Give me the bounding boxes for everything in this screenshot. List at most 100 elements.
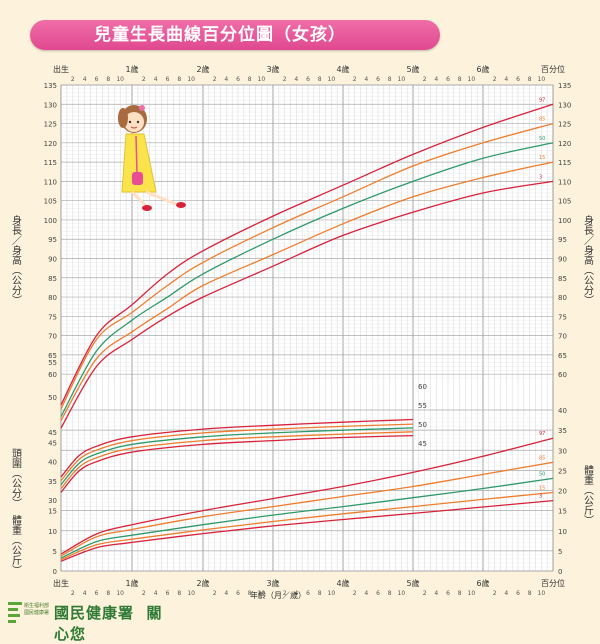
height-tick-label: 100	[558, 217, 571, 225]
age-label: 4歲	[336, 578, 349, 588]
month-tick-label: 4	[504, 590, 508, 597]
month-tick-label: 10	[398, 76, 406, 83]
height-tick-label: 125	[558, 121, 571, 129]
weight-tick-label: 5	[53, 548, 57, 556]
month-tick-label: 4	[504, 76, 508, 83]
weight-line-p97	[60, 437, 554, 555]
height-tick-label: 130	[558, 101, 571, 109]
height-tick-label: 50	[48, 394, 57, 402]
month-tick-label: 6	[516, 590, 520, 597]
age-label: 1歲	[125, 64, 138, 74]
girl-illustration	[118, 105, 186, 211]
month-tick-label: 10	[538, 590, 546, 597]
head-tick-label: 55	[418, 402, 427, 410]
percentile-header: 百分位	[541, 578, 565, 588]
month-tick-label: 4	[294, 76, 298, 83]
month-tick-label: 2	[142, 76, 146, 83]
weight-tick-label: 0	[53, 568, 57, 576]
head-line-p97	[60, 418, 414, 478]
weight-line-p50	[60, 477, 554, 559]
month-tick-label: 4	[224, 590, 228, 597]
weight-tick-label: 25	[558, 467, 567, 475]
height-tick-label: 75	[558, 313, 567, 321]
month-tick-label: 2	[353, 76, 357, 83]
age-label: 2歲	[196, 578, 209, 588]
month-tick-label: 8	[248, 590, 252, 597]
month-tick-label: 8	[318, 76, 322, 83]
month-tick-label: 4	[294, 590, 298, 597]
month-tick-label: 2	[493, 590, 497, 597]
height-line-p3	[60, 180, 554, 429]
height-tick-label: 95	[558, 236, 567, 244]
month-tick-label: 8	[458, 76, 462, 83]
weight-percentile-label: 3	[539, 494, 542, 500]
head-line-p85	[60, 423, 414, 482]
height-tick-label: 45	[48, 429, 57, 437]
height-tick-label: 105	[558, 198, 571, 206]
age-label: 5歲	[406, 578, 419, 588]
month-tick-label: 10	[116, 76, 124, 83]
month-tick-label: 4	[364, 76, 368, 83]
weight-tick-label: 40	[558, 407, 567, 415]
month-tick-label: 2	[213, 76, 217, 83]
month-tick-label: 2	[423, 590, 427, 597]
month-tick-label: 2	[213, 590, 217, 597]
height-tick-label: 135	[44, 82, 57, 90]
height-tick-label: 105	[44, 198, 57, 206]
weight-axis-label-right: 體重（公斤）	[582, 465, 594, 525]
weight-tick-label: 15	[558, 508, 567, 516]
height-tick-label: 125	[44, 121, 57, 129]
month-tick-label: 4	[224, 76, 228, 83]
month-tick-label: 8	[528, 76, 532, 83]
weight-tick-label: 35	[558, 427, 567, 435]
chart-title: 兒童生長曲線百分位圖（女孩）	[30, 20, 440, 50]
height-tick-label: 75	[48, 313, 57, 321]
height-tick-label: 65	[48, 352, 57, 360]
month-tick-label: 10	[328, 76, 336, 83]
month-tick-label: 8	[458, 590, 462, 597]
height-tick-label: 80	[558, 294, 567, 302]
age-label: 2歲	[196, 64, 209, 74]
month-tick-label: 2	[142, 590, 146, 597]
height-tick-label: 85	[558, 275, 567, 283]
weight-tick-label: 0	[558, 568, 562, 576]
month-tick-label: 10	[398, 590, 406, 597]
weight-line-p15	[60, 491, 554, 561]
age-label: 4歲	[336, 64, 349, 74]
height-tick-label: 115	[558, 159, 571, 167]
height-tick-label: 120	[44, 140, 57, 148]
month-tick-label: 10	[116, 590, 124, 597]
height-tick-label: 120	[558, 140, 571, 148]
month-tick-label: 2	[283, 590, 287, 597]
age-label: 出生	[53, 578, 69, 588]
head-tick-label: 45	[418, 440, 427, 448]
height-percentile-label: 50	[539, 136, 545, 142]
height-tick-label: 130	[44, 101, 57, 109]
percentile-header: 百分位	[541, 64, 565, 74]
weight-tick-label: 20	[558, 488, 567, 496]
height-line-p97	[60, 103, 554, 406]
month-tick-label: 8	[318, 590, 322, 597]
height-percentile-label: 97	[539, 97, 545, 103]
month-tick-label: 8	[177, 76, 181, 83]
age-label: 6歲	[476, 578, 489, 588]
height-tick-label: 60	[48, 371, 57, 379]
height-tick-label: 90	[558, 256, 567, 264]
height-axis-label-left: 身長／身高（公分）	[10, 214, 22, 305]
month-tick-label: 6	[376, 590, 380, 597]
height-tick-label: 70	[558, 333, 567, 341]
month-tick-label: 6	[95, 590, 99, 597]
month-tick-label: 10	[258, 76, 266, 83]
month-tick-label: 6	[236, 590, 240, 597]
month-tick-label: 10	[468, 76, 476, 83]
head-line-p15	[60, 431, 414, 489]
month-tick-label: 2	[423, 76, 427, 83]
height-tick-label: 70	[48, 333, 57, 341]
height-tick-label: 100	[44, 217, 57, 225]
height-tick-label: 135	[558, 82, 571, 90]
height-axis-label-right: 身長／身高（公分）	[582, 214, 594, 305]
month-tick-label: 6	[446, 76, 450, 83]
month-tick-label: 6	[306, 590, 310, 597]
month-tick-label: 4	[83, 76, 87, 83]
